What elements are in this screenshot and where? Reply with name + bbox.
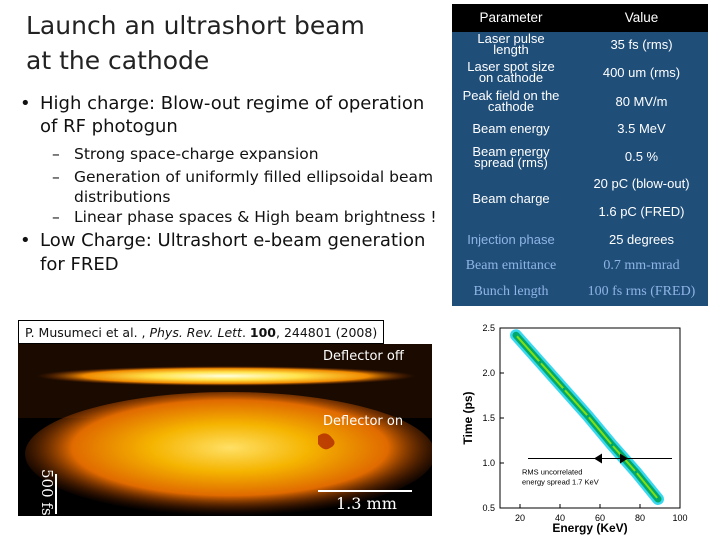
sub-bullet-ellipsoidal: – Generation of uniformly filled ellipso… xyxy=(52,167,442,207)
sub-bullet-brightness: – Linear phase spaces & High beam bright… xyxy=(52,207,442,227)
y-tick-label: 1.0 xyxy=(482,458,495,468)
reference-citation: P. Musumeci et al. , Phys. Rev. Lett. 10… xyxy=(18,320,384,344)
y-tick-label: 2.5 xyxy=(482,323,495,333)
reference-pages: , 244801 (2008) xyxy=(276,325,378,340)
data-point xyxy=(514,333,518,337)
value-energy-spread: 0.5 % xyxy=(624,149,659,164)
scale-label-horizontal: 1.3 mm xyxy=(336,494,397,513)
y-tick-label: 1.5 xyxy=(482,413,495,423)
data-point xyxy=(562,387,566,391)
param-line: on cathode xyxy=(478,70,544,85)
label-deflector-on: Deflector on xyxy=(323,414,404,429)
value-bunch-length: 100 fs rms (FRED) xyxy=(587,284,696,299)
param-line: Beam energy xyxy=(472,144,550,159)
param-peak-field: Peak field on the cathode xyxy=(452,88,570,114)
param-line: cathode xyxy=(487,99,535,114)
data-point xyxy=(586,414,590,418)
plot-svg: 20 40 60 80 100 0.5 1.0 1.5 2.0 2.5 Energy (KeV) Ti… xyxy=(461,323,688,535)
param-line: Laser pulse xyxy=(477,31,545,46)
header-parameter: Parameter xyxy=(479,10,543,25)
reference-journal: Phys. Rev. Lett xyxy=(149,325,242,340)
value-beam-charge-blowout: 20 pC (blow-out) xyxy=(593,176,690,191)
reference-volume: 100 xyxy=(249,325,276,340)
x-tick-label: 100 xyxy=(672,513,687,523)
bullet-glyph: • xyxy=(20,230,31,251)
data-point xyxy=(538,360,542,364)
value-laser-pulse: 35 fs (rms) xyxy=(610,37,673,52)
param-beam-energy: Beam energy xyxy=(472,121,550,136)
param-energy-spread: Beam energy spread (rms) xyxy=(452,144,570,170)
sub-bullet-text: Strong space-charge expansion xyxy=(74,145,319,163)
param-line: Peak field on the xyxy=(462,88,560,103)
arrow-right-icon xyxy=(620,453,628,464)
bullet-low-charge: • Low Charge: Ultrashort e-beam generati… xyxy=(20,229,440,277)
table-header: Parameter Value xyxy=(452,4,708,32)
param-line: Laser spot size xyxy=(467,59,555,74)
param-line: length xyxy=(493,42,529,57)
value-beam-charge-fred: 1.6 pC (FRED) xyxy=(598,204,685,219)
energy-time-plot: 20 40 60 80 100 0.5 1.0 1.5 2.0 2.5 Energy (KeV) Ti… xyxy=(452,318,714,540)
header-value: Value xyxy=(624,10,659,25)
value-peak-field: 80 MV/m xyxy=(615,94,668,109)
x-tick-label: 40 xyxy=(555,513,565,523)
value-beam-energy: 3.5 MeV xyxy=(617,121,666,136)
bullet-text: High charge: Blow-out regime of operatio… xyxy=(40,93,425,137)
value-spot-size: 400 um (rms) xyxy=(602,65,681,80)
arrow-left-icon xyxy=(594,453,602,464)
bullet-high-charge: • High charge: Blow-out regime of operat… xyxy=(20,92,440,138)
dash-glyph: – xyxy=(52,208,60,226)
y-tick-label: 2.0 xyxy=(482,368,495,378)
dash-glyph: – xyxy=(52,168,60,186)
x-tick-label: 80 xyxy=(635,513,645,523)
x-tick-label: 60 xyxy=(595,513,605,523)
dash-glyph: – xyxy=(52,145,60,163)
sub-bullet-text: Linear phase spaces & High beam brightne… xyxy=(74,208,437,226)
param-beam-emittance: Beam emittance xyxy=(465,258,557,273)
sub-bullet-space-charge: – Strong space-charge expansion xyxy=(52,144,442,164)
param-spot-size: Laser spot size on cathode xyxy=(452,59,570,85)
param-bunch-length: Bunch length xyxy=(473,284,549,299)
data-point xyxy=(634,470,638,474)
bullet-text: Low Charge: Ultrashort e-beam generation… xyxy=(40,230,426,275)
bullet-glyph: • xyxy=(20,93,31,114)
param-line: spread (rms) xyxy=(474,155,548,170)
beam-image-graphic xyxy=(18,344,432,516)
plot-axes: 20 40 60 80 100 0.5 1.0 1.5 2.0 2.5 Energy (KeV) Ti… xyxy=(461,323,688,535)
value-beam-emittance: 0.7 mm-mrad xyxy=(603,258,680,273)
annotation-text-line-1: RMS uncorrelated xyxy=(522,468,582,477)
reference-sep: . xyxy=(241,325,250,340)
reference-authors: P. Musumeci et al. , xyxy=(25,325,150,340)
data-band xyxy=(510,329,664,505)
beam-image: Deflector off Deflector on 1.3 mm 500 fs xyxy=(18,344,432,516)
label-deflector-off: Deflector off xyxy=(323,349,404,364)
data-point xyxy=(610,443,614,447)
annotation-text-line-2: energy spread 1.7 KeV xyxy=(522,478,599,487)
scale-label-vertical: 500 fs xyxy=(38,469,56,516)
value-injection-phase: 25 degrees xyxy=(608,232,675,247)
x-tick-label: 20 xyxy=(515,513,525,523)
y-tick-label: 0.5 xyxy=(482,503,495,513)
slide-title-line-1: Launch an ultrashort beam xyxy=(26,11,365,40)
beam-spot-off xyxy=(36,366,416,386)
y-axis-label: Time (ps) xyxy=(461,391,475,444)
param-beam-charge: Beam charge xyxy=(472,191,550,206)
x-axis-label: Energy (KeV) xyxy=(552,521,627,535)
slide-title: Launch an ultrashort beam at the cathode xyxy=(26,8,426,78)
param-injection-phase: Injection phase xyxy=(467,232,555,247)
parameter-table: Parameter Value Laser pulse length 35 fs… xyxy=(452,4,708,306)
sub-bullet-text: Generation of uniformly filled ellipsoid… xyxy=(74,168,434,206)
data-point xyxy=(656,497,660,501)
beam-spot-on xyxy=(25,392,432,516)
slide-title-line-2: at the cathode xyxy=(26,46,210,75)
param-laser-pulse: Laser pulse length xyxy=(452,31,570,57)
